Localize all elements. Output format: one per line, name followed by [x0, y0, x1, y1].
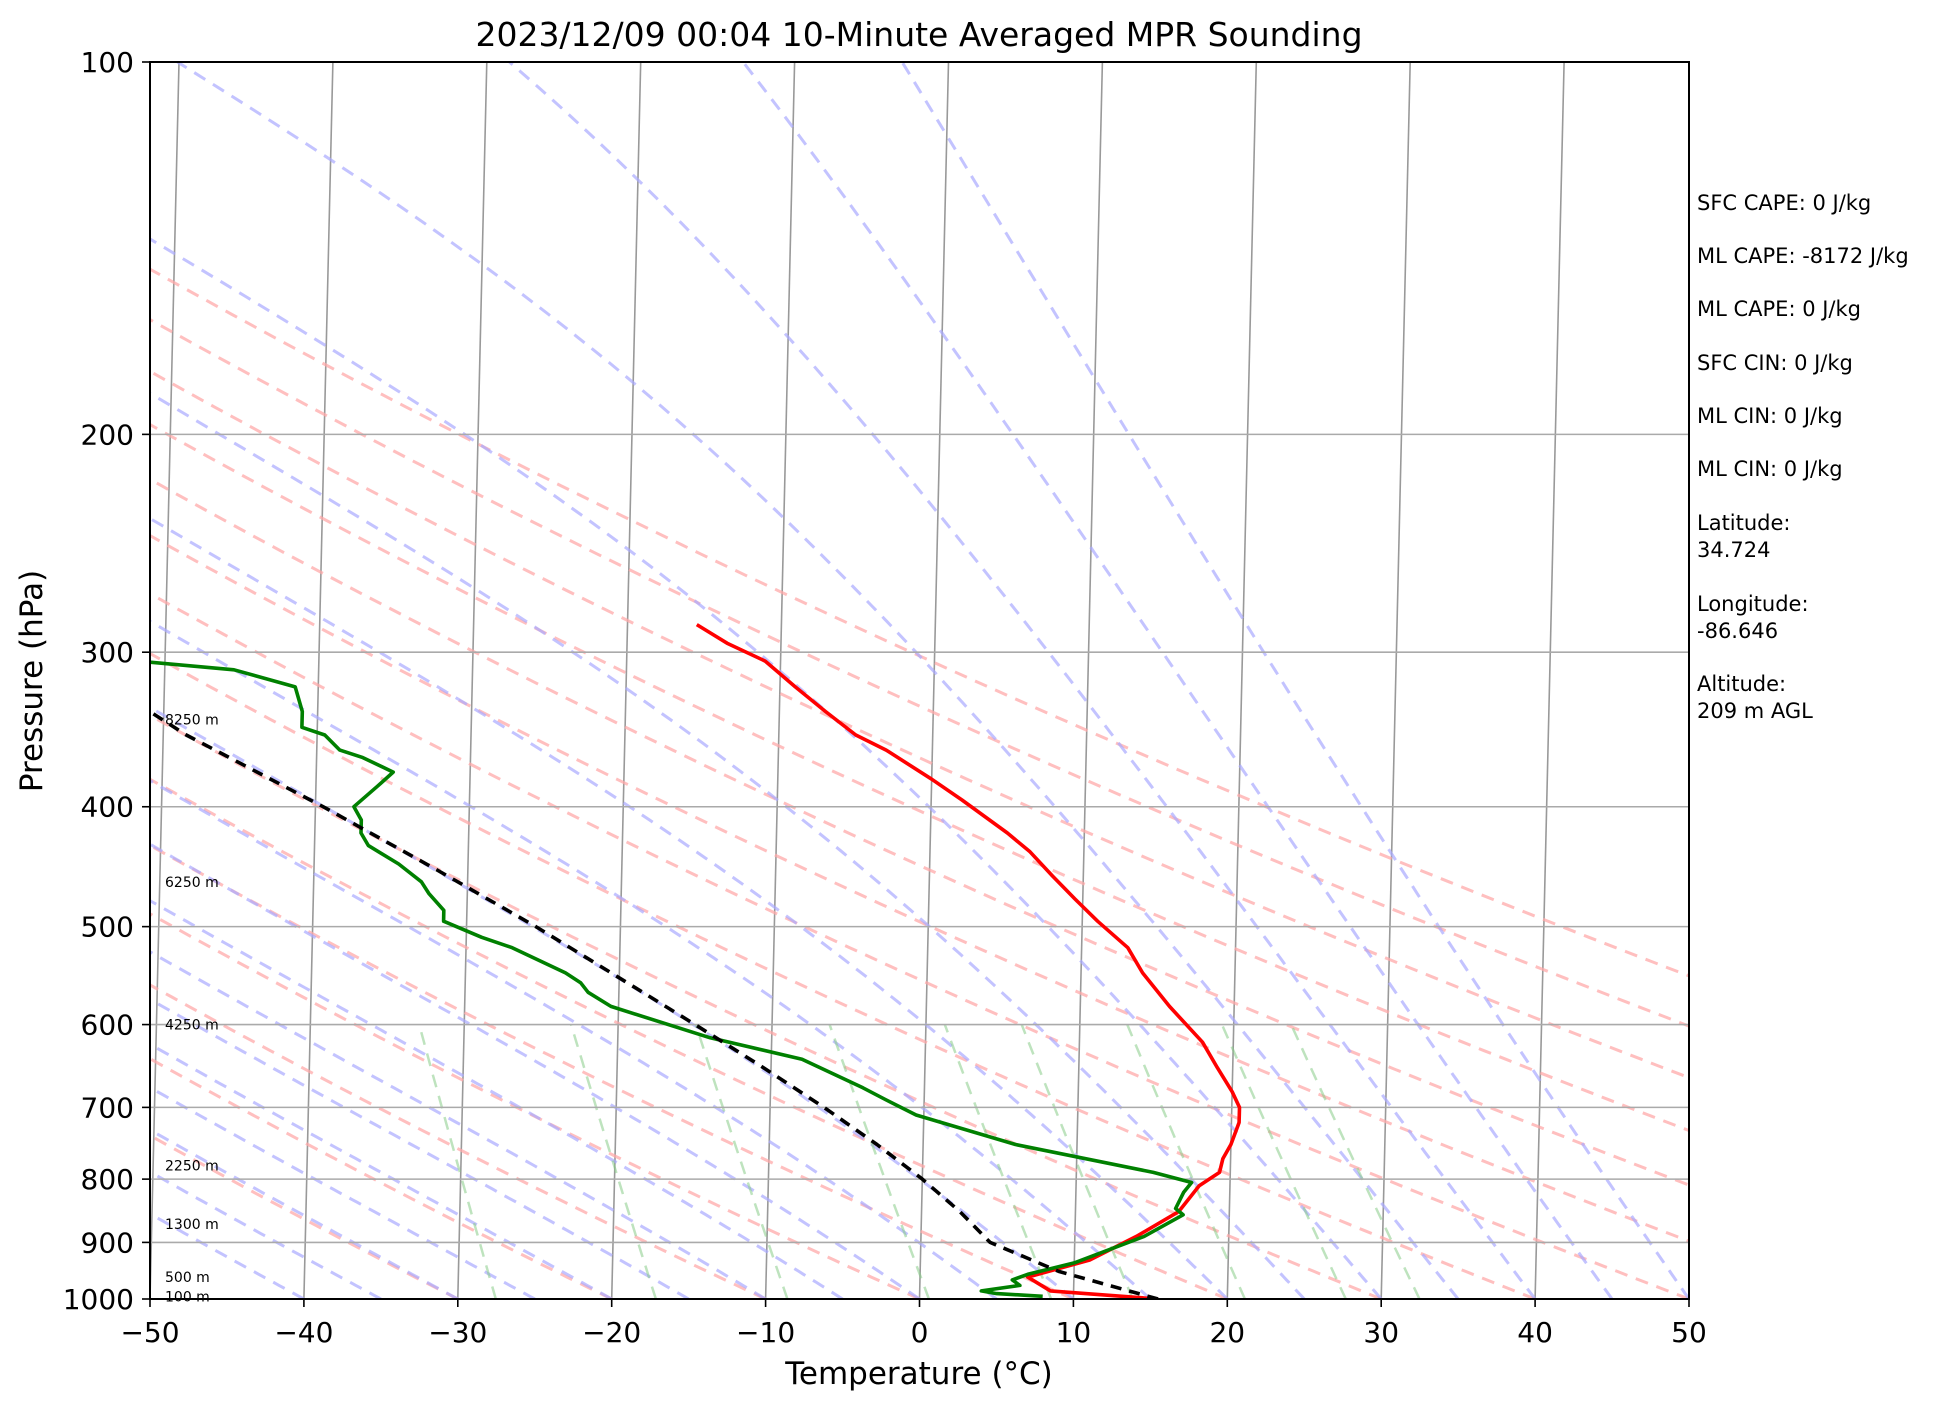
dry-adiabat — [150, 591, 1689, 1299]
latitude-value: 34.724 — [1697, 538, 1770, 562]
moist-adiabat — [741, 62, 1614, 1299]
chart-title: 2023/12/09 00:04 10-Minute Averaged MPR … — [475, 15, 1362, 54]
dry-adiabat — [150, 533, 1689, 1243]
x-axis-label: Temperature (°C) — [784, 1356, 1053, 1392]
moist-adiabat — [150, 1085, 536, 1299]
height-label: 1300 m — [165, 1217, 219, 1233]
isotherm — [1534, 62, 1565, 1299]
x-tick-label: −30 — [428, 1316, 487, 1349]
moist-adiabat — [150, 898, 844, 1299]
latitude-label: Latitude: — [1697, 511, 1791, 535]
moist-adiabat — [150, 516, 1229, 1299]
y-tick-label: 1000 — [63, 1283, 134, 1316]
height-label: 100 m — [165, 1289, 210, 1305]
ml-cin-text: ML CIN: 0 J/kg — [1697, 404, 1843, 428]
dry-adiabat — [150, 477, 1689, 1187]
dry-adiabat — [150, 912, 921, 1299]
height-label: 500 m — [165, 1270, 210, 1286]
dewpoint-line — [150, 660, 1194, 1299]
altitude-value: 209 m AGL — [1697, 699, 1813, 723]
x-tick-label: 10 — [1056, 1316, 1092, 1349]
dry-adiabat — [150, 843, 1074, 1299]
dry-adiabat — [150, 983, 767, 1299]
moist-adiabat — [150, 1128, 459, 1299]
height-label: 4250 m — [165, 1018, 219, 1034]
sounding-traces — [150, 623, 1242, 1299]
dry-adiabat — [150, 651, 1536, 1299]
height-label: 8250 m — [165, 712, 219, 728]
moist-adiabat — [150, 997, 690, 1299]
x-tick-label: 50 — [1671, 1316, 1707, 1349]
ml-cape-text-2: ML CAPE: 0 J/kg — [1697, 297, 1861, 321]
isotherm — [303, 62, 334, 1299]
temperature-line — [695, 623, 1242, 1299]
ml-cin-text-2: ML CIN: 0 J/kg — [1697, 457, 1843, 481]
dry-adiabat — [150, 317, 1689, 1028]
dry-adiabat — [150, 267, 1689, 978]
height-labels: 100 m 500 m 1300 m 2250 m 4250 m 6250 m 8250 m — [165, 712, 219, 1305]
y-tick-label: 800 — [81, 1163, 134, 1196]
x-tick-label: −40 — [274, 1316, 333, 1349]
pressure-gridlines — [150, 433, 1689, 1244]
y-tick-label: 100 — [81, 46, 134, 79]
y-tick-label: 600 — [81, 1009, 134, 1042]
sfc-cape-text: SFC CAPE: 0 J/kg — [1697, 191, 1871, 215]
background-lines — [150, 62, 1689, 1299]
x-tick-label: −20 — [582, 1316, 641, 1349]
altitude-label: Altitude: — [1697, 672, 1786, 696]
dry-adiabat — [150, 422, 1689, 1133]
y-tick-label: 700 — [81, 1091, 134, 1124]
longitude-value: -86.646 — [1697, 619, 1778, 643]
y-tick-label: 300 — [81, 636, 134, 669]
moist-adiabat — [150, 391, 1306, 1299]
mixing-ratio-line — [569, 1024, 658, 1299]
isotherm — [150, 62, 180, 1299]
y-tick-label: 500 — [81, 911, 134, 944]
isotherm — [1380, 62, 1411, 1299]
isotherm — [1072, 62, 1104, 1299]
moist-adiabat — [176, 62, 1460, 1299]
mixing-ratio-line — [694, 1024, 789, 1299]
dry-adiabat — [150, 369, 1689, 1080]
height-label: 6250 m — [165, 875, 219, 891]
moist-adiabat — [508, 62, 1537, 1299]
x-tick-label: 30 — [1363, 1316, 1399, 1349]
annotation-panel: SFC CAPE: 0 J/kg ML CAPE: -8172 J/kg ML … — [1697, 191, 1909, 723]
dry-adiabat — [150, 713, 1382, 1299]
moist-adiabat — [150, 619, 1152, 1299]
mixing-ratio-line — [417, 1024, 498, 1299]
isotherm — [918, 62, 950, 1299]
moist-adiabat — [150, 842, 921, 1299]
y-axis-ticks: 100 200 300 400 500 600 700 800 900 1000 — [63, 46, 150, 1316]
moist-adiabat — [900, 62, 1689, 1299]
y-tick-label: 200 — [81, 418, 134, 451]
moist-adiabat — [150, 1170, 382, 1299]
sfc-cin-text: SFC CIN: 0 J/kg — [1697, 351, 1853, 375]
isotherm — [457, 62, 488, 1299]
x-axis-ticks: −50 −40 −30 −20 −10 0 10 20 30 40 50 — [120, 1299, 1707, 1349]
ml-cape-text: ML CAPE: -8172 J/kg — [1697, 244, 1909, 268]
isotherm — [610, 62, 642, 1299]
y-axis-label: Pressure (hPa) — [14, 570, 50, 792]
y-tick-label: 900 — [81, 1226, 134, 1259]
moist-adiabat — [150, 1042, 613, 1299]
x-tick-label: −50 — [120, 1316, 179, 1349]
longitude-label: Longitude: — [1697, 592, 1809, 616]
x-tick-label: −10 — [736, 1316, 795, 1349]
x-tick-label: 40 — [1517, 1316, 1553, 1349]
isotherm — [764, 62, 796, 1299]
x-tick-label: 20 — [1209, 1316, 1245, 1349]
dry-adiabat — [150, 777, 1228, 1299]
height-label: 2250 m — [165, 1159, 219, 1175]
y-tick-label: 400 — [81, 791, 134, 824]
x-tick-label: 0 — [911, 1316, 929, 1349]
parcel-profile-line — [150, 709, 1159, 1299]
